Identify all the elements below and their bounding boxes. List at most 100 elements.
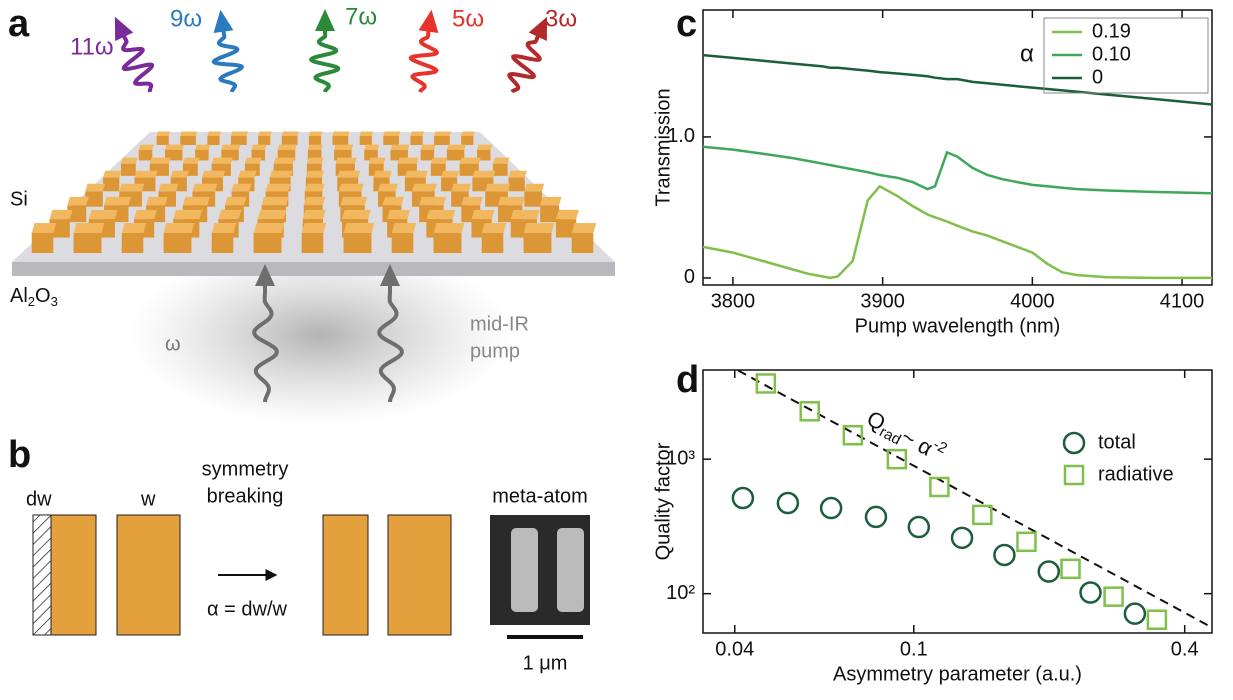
block-front — [344, 233, 372, 253]
marker — [909, 517, 929, 537]
block-top — [524, 223, 555, 233]
block-top — [270, 171, 293, 178]
block-top — [50, 210, 73, 219]
arrow-label: symmetry — [202, 458, 289, 480]
panel-label: d — [676, 359, 699, 401]
marker — [757, 374, 775, 392]
block-top — [572, 223, 597, 233]
bar — [388, 515, 451, 635]
block-top — [434, 132, 451, 137]
block-top — [238, 171, 256, 178]
block-top — [278, 145, 297, 150]
harmonic-wave-path — [311, 27, 338, 92]
x-axis-label: Asymmetry parameter (a.u.) — [833, 663, 1082, 685]
image-label: meta-atom — [492, 485, 588, 507]
harmonic-label: 3ω — [545, 5, 577, 32]
block-top — [460, 158, 481, 164]
harmonic-label: 11ω — [70, 33, 114, 60]
block-top — [164, 223, 195, 233]
x-tick-label: 4000 — [1010, 290, 1055, 312]
marker — [952, 528, 972, 548]
legend-label: 0.19 — [1092, 20, 1131, 42]
marker — [1062, 560, 1080, 578]
block-top — [493, 158, 510, 164]
block-top — [104, 197, 131, 205]
marker — [866, 507, 886, 527]
block-top — [383, 197, 404, 205]
pump-label: pump — [470, 340, 520, 362]
legend-label: 0 — [1092, 66, 1103, 88]
bar — [51, 515, 96, 635]
y-axis-label: Quality factor — [652, 442, 674, 560]
plot-frame — [703, 10, 1212, 285]
block-top — [340, 197, 367, 205]
block-top — [412, 184, 437, 192]
block-front — [421, 150, 435, 161]
block-top — [212, 223, 237, 233]
block-top — [383, 132, 400, 137]
x-tick-label: 0.1 — [900, 638, 928, 660]
substrate-edge — [12, 262, 615, 276]
block-front — [212, 233, 234, 253]
series-line — [703, 186, 1212, 278]
block-front — [164, 233, 192, 253]
block-top — [134, 171, 157, 178]
block-top — [212, 158, 233, 164]
pump-label: mid-IR — [470, 313, 529, 335]
harmonic-label: 7ω — [345, 3, 377, 30]
block-front — [383, 136, 399, 145]
block-top — [245, 158, 262, 164]
block-top — [231, 132, 248, 137]
block-front — [434, 233, 462, 253]
block-top — [207, 132, 221, 137]
block-top — [421, 145, 436, 150]
block-top — [218, 210, 241, 219]
block-top — [336, 158, 357, 164]
dw-label: dw — [26, 488, 52, 510]
y-axis-label: Transmission — [652, 88, 674, 206]
block-top — [447, 145, 466, 150]
panel-a — [12, 132, 615, 426]
block-top — [419, 197, 446, 205]
plot-frame — [703, 370, 1212, 633]
block-top — [441, 171, 459, 178]
block-top — [165, 145, 184, 150]
marker — [994, 545, 1014, 565]
fit-line — [738, 371, 1212, 628]
block-top — [303, 210, 326, 219]
block-top — [274, 158, 295, 164]
block-top — [308, 145, 323, 150]
marker — [1148, 611, 1166, 629]
block-top — [192, 184, 217, 192]
block-top — [451, 184, 471, 192]
scale-label: 1 μm — [523, 652, 568, 674]
legend-marker — [1064, 433, 1084, 453]
harmonic-label: 5ω — [452, 5, 484, 32]
pump-symbol: ω — [165, 333, 181, 355]
block-front — [509, 178, 525, 192]
block-front — [103, 178, 119, 192]
block-top — [309, 132, 323, 137]
marker — [1080, 583, 1100, 603]
block-top — [171, 171, 189, 178]
block-top — [258, 210, 287, 219]
arrow-label: breaking — [207, 485, 284, 507]
block-top — [540, 197, 561, 205]
block-top — [183, 197, 210, 205]
block-top — [221, 145, 240, 150]
block-top — [373, 171, 391, 178]
y-tick-label: 0 — [684, 266, 695, 288]
x-tick-label: 3900 — [860, 290, 905, 312]
series-line — [703, 147, 1212, 194]
block-top — [121, 158, 138, 164]
block-top — [157, 132, 171, 137]
block-top — [89, 210, 118, 219]
block-top — [146, 197, 167, 205]
block-top — [482, 223, 507, 233]
block-top — [305, 184, 325, 192]
block-top — [390, 145, 409, 150]
block-top — [134, 210, 157, 219]
block-top — [342, 210, 371, 219]
block-top — [434, 223, 465, 233]
harmonic-wave-path — [406, 26, 442, 94]
